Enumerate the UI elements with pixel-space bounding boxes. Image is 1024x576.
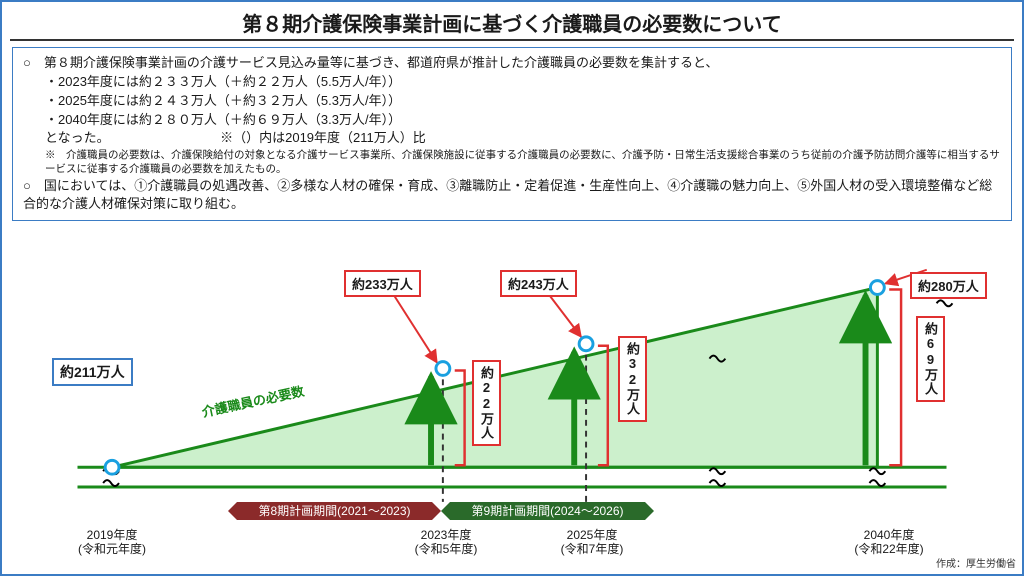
info-b1: ・2023年度には約２３３万人（＋約２２万人（5.5万人/年））: [45, 73, 1001, 92]
info-tail: となった。 ※（）内は2019年度（211万人）比: [45, 129, 1001, 148]
page-title: 第８期介護保険事業計画に基づく介護職員の必要数について: [10, 2, 1014, 41]
diff-2023: 約22万人: [472, 360, 501, 446]
info-second: ○ 国においては、①介護職員の処遇改善、②多様な人材の確保・育成、③離職防止・定…: [23, 177, 1001, 215]
diff-2025: 約32万人: [618, 336, 647, 422]
period-9-label: 第9期計画期間(2024～2026): [471, 502, 623, 520]
chart-area: 介護職員の必要数 約211万人 約233万人 約243万人 約280万人 約22…: [12, 250, 1012, 566]
period-9: 第9期計画期間(2024～2026): [450, 502, 645, 520]
label-2023: 約233万人: [344, 270, 421, 297]
xlab-2: 2025年度(令和7年度): [550, 528, 634, 557]
label-2025: 約243万人: [500, 270, 577, 297]
credit: 作成：厚生労働省: [936, 555, 1016, 570]
period-8-label: 第8期計画期間(2021～2023): [258, 502, 410, 520]
xlab-3: 2040年度(令和22年度): [844, 528, 934, 557]
period-8: 第8期計画期間(2021～2023): [237, 502, 432, 520]
info-note: ※ 介護職員の必要数は、介護保険給付の対象となる介護サービス事業所、介護保険施設…: [45, 148, 1001, 176]
info-b3: ・2040年度には約２８０万人（＋約６９万人（3.3万人/年））: [45, 111, 1001, 130]
xlab-1: 2023年度(令和5年度): [404, 528, 488, 557]
xlab-0: 2019年度(令和元年度): [70, 528, 154, 557]
label-2019: 約211万人: [52, 358, 133, 386]
label-2040: 約280万人: [910, 272, 987, 299]
diff-2040: 約69万人: [916, 316, 945, 402]
info-lead: ○ 第８期介護保険事業計画の介護サービス見込み量等に基づき、都道府県が推計した介…: [23, 54, 1001, 73]
info-box: ○ 第８期介護保険事業計画の介護サービス見込み量等に基づき、都道府県が推計した介…: [12, 47, 1012, 221]
info-b2: ・2025年度には約２４３万人（＋約３２万人（5.3万人/年））: [45, 92, 1001, 111]
